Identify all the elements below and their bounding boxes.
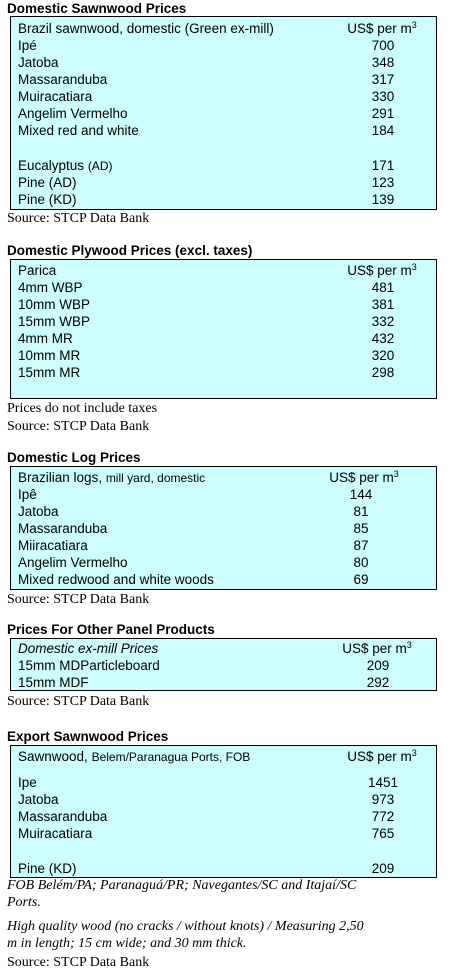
table-row: Eucalyptus (AD) 171 (18, 158, 395, 173)
header-unit: US$ per m3 (347, 20, 417, 37)
table-row: Pine (KD) 139 (18, 192, 395, 207)
export-note-line: Ports. (7, 895, 41, 910)
table-row: 4mm MR 432 (18, 331, 395, 346)
table-row: Angelim Vermelho 291 (18, 106, 395, 121)
sawnwood-source: Source: STCP Data Bank (7, 211, 150, 226)
table-row: 15mm MDF 292 (18, 675, 390, 690)
table-row: 15mm MR 298 (18, 365, 395, 380)
table-row: Ipé 700 (18, 38, 395, 53)
panels-title: Prices For Other Panel Products (7, 622, 215, 637)
export-note-line: FOB Belém/PA; Paranaguá/PR; Navegantes/S… (7, 878, 357, 893)
table-row: Ipe 1451 (18, 775, 399, 790)
table-row: Ipê 144 (18, 487, 373, 502)
header-unit: US$ per m3 (329, 469, 399, 486)
logs-table: Brazilian logs, mill yard, domestic US$ … (10, 466, 437, 590)
header-label: Brazil sawnwood, domestic (Green ex-mill… (18, 21, 274, 36)
plywood-source: Source: STCP Data Bank (7, 419, 150, 434)
logs-source: Source: STCP Data Bank (7, 592, 150, 607)
header-unit: US$ per m3 (347, 748, 417, 765)
export-title: Export Sawnwood Prices (7, 729, 169, 744)
table-header: Domestic ex-mill Prices US$ per m3 (18, 640, 418, 657)
table-header: Parica US$ per m3 (18, 262, 418, 279)
table-row: Angelim Vermelho 80 (18, 555, 369, 570)
table-row: 10mm WBP 381 (18, 297, 395, 312)
table-row: 15mm WBP 332 (18, 314, 395, 329)
table-row: Massaranduba 317 (18, 72, 395, 87)
table-header: Brazilian logs, mill yard, domestic US$ … (18, 469, 418, 486)
plywood-table: Parica US$ per m3 4mm WBP 481 10mm WBP 381… (10, 259, 437, 399)
export-source: Source: STCP Data Bank (7, 955, 150, 970)
table-row: Muiracatiara 330 (18, 89, 395, 104)
plywood-note: Prices do not include taxes (7, 401, 158, 416)
header-label: Brazilian logs, mill yard, domestic (18, 470, 206, 485)
table-header: Sawnwood, Belem/Paranagua Ports, FOB US$… (18, 748, 418, 765)
header-label: Domestic ex-mill Prices (18, 641, 159, 656)
export-note-line: High quality wood (no cracks / without k… (7, 919, 364, 934)
sawnwood-table: Brazil sawnwood, domestic (Green ex-mill… (10, 16, 437, 210)
logs-title: Domestic Log Prices (7, 450, 141, 465)
table-row: Massaranduba 85 (18, 521, 369, 536)
header-label: Parica (18, 263, 57, 278)
table-row: 4mm WBP 481 (18, 280, 395, 295)
table-row: Massaranduba 772 (18, 809, 395, 824)
export-table: Sawnwood, Belem/Paranagua Ports, FOB US$… (10, 745, 437, 878)
header-unit: US$ per m3 (347, 262, 417, 279)
table-header: Brazil sawnwood, domestic (Green ex-mill… (18, 20, 418, 37)
table-row: Miiracatiara 87 (18, 538, 369, 553)
header-unit: US$ per m3 (342, 640, 412, 657)
table-row: Pine (AD) 123 (18, 175, 395, 190)
table-row: Pine (KD) 209 (18, 861, 395, 876)
sawnwood-title: Domestic Sawnwood Prices (7, 1, 187, 16)
table-row: 15mm MDParticleboard 209 (18, 658, 390, 673)
table-row: Jatoba 973 (18, 792, 395, 807)
panels-table: Domestic ex-mill Prices US$ per m3 15mm … (10, 638, 437, 691)
plywood-title: Domestic Plywood Prices (excl. taxes) (7, 243, 253, 258)
table-row: Jatoba 81 (18, 504, 369, 519)
table-row: 10mm MR 320 (18, 348, 395, 363)
table-row: Mixed redwood and white woods 69 (18, 572, 369, 587)
table-row: Mixed red and white 184 (18, 123, 395, 138)
table-row: Jatoba 348 (18, 55, 395, 70)
table-row: Muiracatiara 765 (18, 826, 395, 841)
panels-source: Source: STCP Data Bank (7, 694, 150, 709)
header-label: Sawnwood, Belem/Paranagua Ports, FOB (18, 749, 251, 764)
export-note-line: m in length; 15 cm wide; and 30 mm thick… (7, 936, 247, 951)
